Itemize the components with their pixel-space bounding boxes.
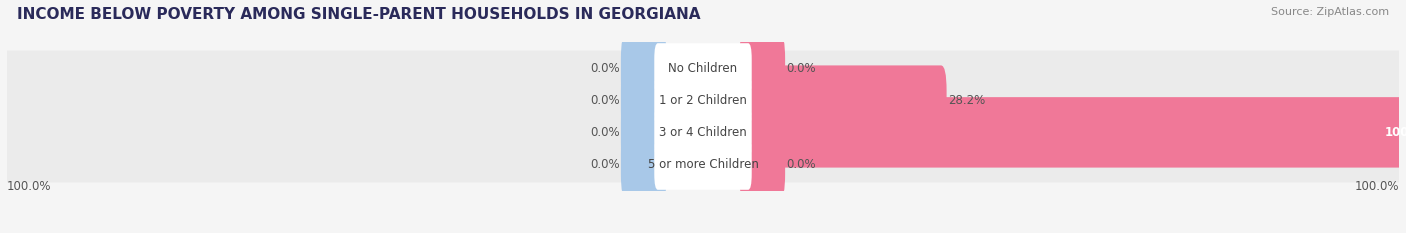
FancyBboxPatch shape bbox=[740, 97, 1406, 168]
FancyBboxPatch shape bbox=[654, 43, 752, 95]
FancyBboxPatch shape bbox=[740, 34, 785, 104]
Text: 3 or 4 Children: 3 or 4 Children bbox=[659, 126, 747, 139]
Text: 28.2%: 28.2% bbox=[948, 94, 986, 107]
Text: 1 or 2 Children: 1 or 2 Children bbox=[659, 94, 747, 107]
FancyBboxPatch shape bbox=[7, 146, 1399, 182]
FancyBboxPatch shape bbox=[7, 51, 1399, 87]
FancyBboxPatch shape bbox=[654, 75, 752, 126]
FancyBboxPatch shape bbox=[621, 97, 666, 168]
Text: 0.0%: 0.0% bbox=[591, 126, 620, 139]
FancyBboxPatch shape bbox=[621, 65, 666, 136]
Text: 0.0%: 0.0% bbox=[591, 158, 620, 171]
Text: INCOME BELOW POVERTY AMONG SINGLE-PARENT HOUSEHOLDS IN GEORGIANA: INCOME BELOW POVERTY AMONG SINGLE-PARENT… bbox=[17, 7, 700, 22]
Text: 100.0%: 100.0% bbox=[1385, 126, 1406, 139]
FancyBboxPatch shape bbox=[7, 82, 1399, 119]
Text: 0.0%: 0.0% bbox=[591, 62, 620, 75]
FancyBboxPatch shape bbox=[621, 34, 666, 104]
FancyBboxPatch shape bbox=[740, 129, 785, 199]
FancyBboxPatch shape bbox=[654, 138, 752, 190]
Text: No Children: No Children bbox=[668, 62, 738, 75]
FancyBboxPatch shape bbox=[654, 107, 752, 158]
Text: Source: ZipAtlas.com: Source: ZipAtlas.com bbox=[1271, 7, 1389, 17]
Text: 5 or more Children: 5 or more Children bbox=[648, 158, 758, 171]
Text: 0.0%: 0.0% bbox=[786, 62, 815, 75]
FancyBboxPatch shape bbox=[7, 114, 1399, 151]
Text: 0.0%: 0.0% bbox=[591, 94, 620, 107]
Text: 0.0%: 0.0% bbox=[786, 158, 815, 171]
Legend: Single Father, Single Mother: Single Father, Single Mother bbox=[592, 229, 814, 233]
FancyBboxPatch shape bbox=[621, 129, 666, 199]
Text: 100.0%: 100.0% bbox=[7, 180, 52, 193]
FancyBboxPatch shape bbox=[740, 65, 946, 136]
Text: 100.0%: 100.0% bbox=[1354, 180, 1399, 193]
